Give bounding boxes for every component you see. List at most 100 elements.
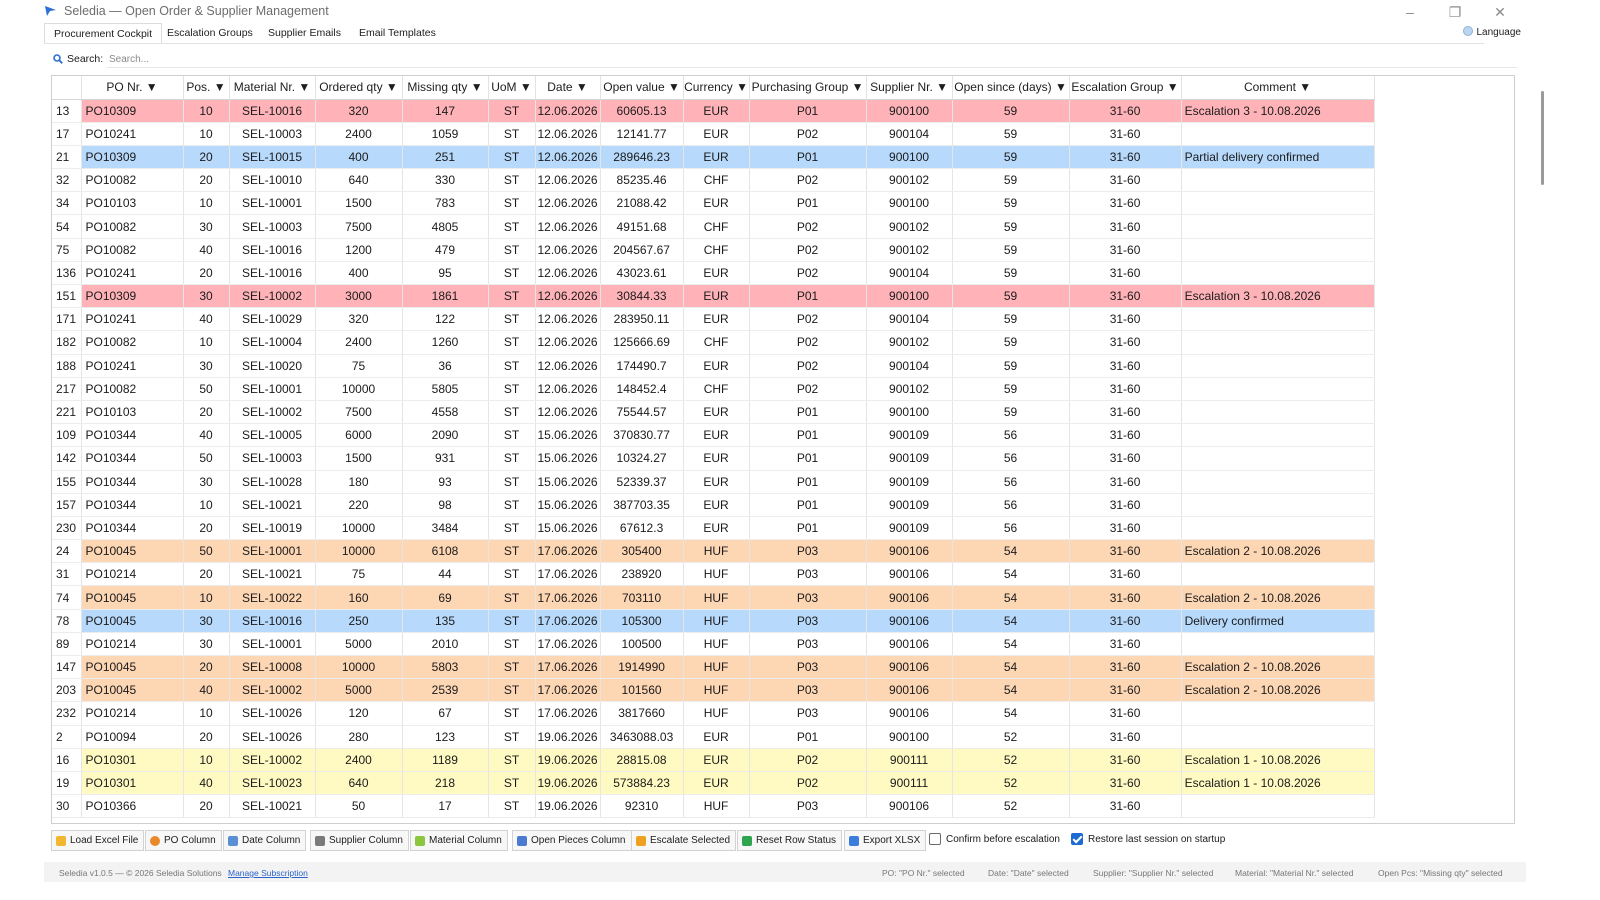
missing-qty-cell[interactable]: 36 [402,354,489,378]
escalation-group-cell[interactable]: 31-60 [1069,493,1182,517]
currency-cell[interactable]: EUR [683,400,750,425]
ordered-qty-cell[interactable]: 280 [315,725,403,749]
position-cell[interactable]: 10 [183,122,230,146]
po-number-cell[interactable]: PO10344 [81,516,184,541]
currency-cell[interactable]: HUF [683,585,750,610]
purchasing-group-cell[interactable]: P01 [749,423,867,448]
po-number-cell[interactable]: PO10241 [81,354,184,378]
currency-cell[interactable]: EUR [683,354,750,378]
purchasing-group-cell[interactable]: P03 [749,562,867,587]
missing-qty-cell[interactable]: 330 [402,168,489,193]
position-cell[interactable]: 20 [183,261,230,286]
purchasing-group-cell[interactable]: P03 [749,701,867,726]
tab-email-templates[interactable]: Email Templates [359,27,436,39]
position-cell[interactable]: 20 [183,794,230,819]
ordered-qty-cell[interactable]: 1500 [315,446,403,471]
currency-cell[interactable]: HUF [683,655,750,680]
uom-cell[interactable]: ST [488,748,536,772]
uom-cell[interactable]: ST [488,99,536,123]
missing-qty-cell[interactable]: 5805 [402,377,489,401]
missing-qty-cell[interactable]: 17 [402,794,489,819]
open-value-cell[interactable]: 21088.42 [600,191,684,216]
uom-cell[interactable]: ST [488,307,536,332]
material-cell[interactable]: SEL-10026 [229,701,316,726]
table-row[interactable]: 32 PO10082 20 SEL-10010 640 330 ST 12.06.2026 85… [52,168,1375,193]
comment-cell[interactable] [1181,191,1375,216]
tab-supplier-emails[interactable]: Supplier Emails [268,27,341,39]
supplier-cell[interactable]: 900102 [866,214,953,239]
material-cell[interactable]: SEL-10002 [229,748,316,772]
comment-cell[interactable] [1181,562,1375,587]
purchasing-group-cell[interactable]: P02 [749,771,867,796]
missing-qty-cell[interactable]: 218 [402,771,489,796]
ordered-qty-cell[interactable]: 7500 [315,400,403,425]
tab-escalation-groups[interactable]: Escalation Groups [167,27,253,39]
purchasing-group-cell[interactable]: P01 [749,446,867,471]
date-cell[interactable]: 17.06.2026 [535,632,601,657]
purchasing-group-cell[interactable]: P02 [749,238,867,262]
date-cell[interactable]: 12.06.2026 [535,99,601,123]
date-cell[interactable]: 12.06.2026 [535,238,601,262]
open-since-cell[interactable]: 54 [952,632,1070,657]
comment-cell[interactable] [1181,725,1375,749]
open-since-cell[interactable]: 56 [952,493,1070,517]
currency-cell[interactable]: HUF [683,632,750,657]
escalation-group-cell[interactable]: 31-60 [1069,261,1182,286]
supplier-cell[interactable]: 900106 [866,678,953,703]
ordered-qty-cell[interactable]: 50 [315,794,403,819]
purchasing-group-cell[interactable]: P02 [749,354,867,378]
material-cell[interactable]: SEL-10001 [229,632,316,657]
po-number-cell[interactable]: PO10082 [81,238,184,262]
open-value-cell[interactable]: 370830.77 [600,423,684,448]
escalation-group-cell[interactable]: 31-60 [1069,794,1182,819]
row-number-cell[interactable]: 19 [52,771,82,796]
po-number-cell[interactable]: PO10082 [81,168,184,193]
table-row[interactable]: 157 PO10344 10 SEL-10021 220 98 ST 15.06.2026 38… [52,493,1375,517]
open-since-cell[interactable]: 59 [952,191,1070,216]
comment-cell[interactable] [1181,493,1375,517]
po-number-cell[interactable]: PO10344 [81,493,184,517]
ordered-qty-cell[interactable]: 5000 [315,678,403,703]
position-cell[interactable]: 40 [183,678,230,703]
date-cell[interactable]: 12.06.2026 [535,330,601,355]
missing-qty-cell[interactable]: 122 [402,307,489,332]
purchasing-group-cell[interactable]: P01 [749,516,867,541]
date-cell[interactable]: 12.06.2026 [535,168,601,193]
currency-cell[interactable]: HUF [683,794,750,819]
supplier-cell[interactable]: 900100 [866,191,953,216]
date-cell[interactable]: 12.06.2026 [535,214,601,239]
row-number-cell[interactable]: 230 [52,516,82,541]
position-cell[interactable]: 40 [183,423,230,448]
material-cell[interactable]: SEL-10023 [229,771,316,796]
open-value-cell[interactable]: 573884.23 [600,771,684,796]
po-number-cell[interactable]: PO10309 [81,99,184,123]
column-header[interactable]: Pos. ▼ [183,76,230,100]
open-since-cell[interactable]: 59 [952,99,1070,123]
position-cell[interactable]: 40 [183,238,230,262]
checkbox-box[interactable] [929,833,941,845]
open-value-cell[interactable]: 52339.37 [600,470,684,494]
table-row[interactable]: 147 PO10045 20 SEL-10008 10000 5803 ST 17.06.20… [52,655,1375,680]
position-cell[interactable]: 20 [183,400,230,425]
escalate-selected-button[interactable]: Escalate Selected [631,830,737,851]
material-cell[interactable]: SEL-10003 [229,122,316,146]
position-cell[interactable]: 10 [183,493,230,517]
uom-cell[interactable]: ST [488,191,536,216]
uom-cell[interactable]: ST [488,330,536,355]
po-number-cell[interactable]: PO10082 [81,214,184,239]
table-row[interactable]: 155 PO10344 30 SEL-10028 180 93 ST 15.06.2026 52… [52,470,1375,494]
currency-cell[interactable]: EUR [683,748,750,772]
date-cell[interactable]: 17.06.2026 [535,562,601,587]
ordered-qty-cell[interactable]: 640 [315,771,403,796]
open-since-cell[interactable]: 59 [952,400,1070,425]
open-since-cell[interactable]: 59 [952,330,1070,355]
ordered-qty-cell[interactable]: 6000 [315,423,403,448]
table-row[interactable]: 188 PO10241 30 SEL-10020 75 36 ST 12.06.2026 174… [52,354,1375,378]
currency-cell[interactable]: EUR [683,99,750,123]
comment-cell[interactable] [1181,632,1375,657]
comment-cell[interactable] [1181,377,1375,401]
uom-cell[interactable]: ST [488,238,536,262]
ordered-qty-cell[interactable]: 2400 [315,122,403,146]
column-header[interactable]: Material Nr. ▼ [229,76,316,100]
comment-cell[interactable] [1181,794,1375,819]
